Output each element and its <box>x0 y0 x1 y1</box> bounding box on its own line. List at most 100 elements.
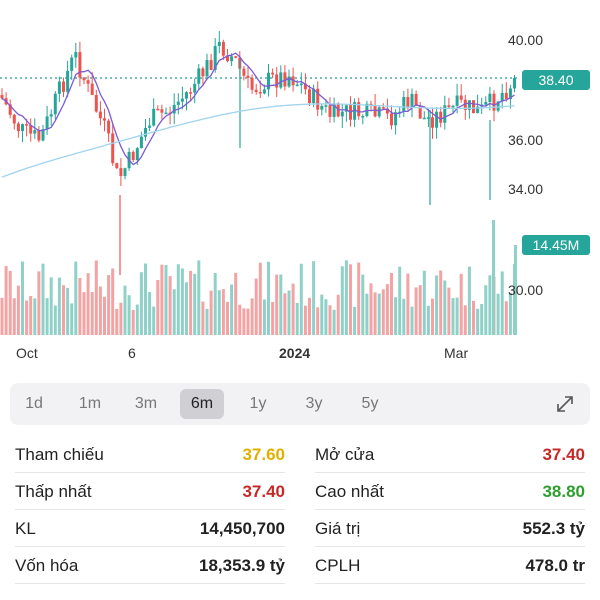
volume-bar <box>180 268 184 335</box>
candle-body <box>344 105 348 112</box>
stat-value: 37.40 <box>542 445 585 464</box>
tab-1y[interactable]: 1y <box>249 395 267 412</box>
candle-body <box>152 108 156 126</box>
y-tick-label: 36.00 <box>507 132 543 148</box>
volume-bar <box>439 270 443 335</box>
candle-body <box>90 83 94 96</box>
candle-body <box>385 108 389 114</box>
candle-body <box>197 68 201 84</box>
candle-body <box>226 55 229 62</box>
candle-body <box>139 136 143 149</box>
price-chart[interactable]: 40.00 36.00 34.00 30.00 38.40 14.45M Oct… <box>0 0 600 375</box>
candle-body <box>185 92 188 99</box>
volume-bar <box>37 271 41 335</box>
volume-bar <box>447 287 451 335</box>
volume-bar <box>57 277 61 335</box>
candle-body <box>308 89 311 104</box>
volume-bar <box>103 296 106 335</box>
tab-6m[interactable]: 6m <box>180 389 224 419</box>
volume-bar <box>365 293 369 335</box>
volume-bar <box>78 277 82 335</box>
volume-bar <box>4 266 8 335</box>
candle-body <box>119 168 123 176</box>
candle-body <box>258 92 262 94</box>
volume-bar <box>316 307 320 335</box>
volume-bar <box>45 298 49 335</box>
volume-bar <box>463 305 467 335</box>
volume-bar <box>41 263 45 335</box>
volume-bar <box>283 293 287 335</box>
volume-bar <box>480 304 484 335</box>
volume-bar <box>16 285 20 335</box>
volume-bar <box>467 266 471 335</box>
stats-row: Vốn hóa 18,353.9 tỷ CPLH 478.0 tr <box>0 547 600 584</box>
stat-value: 14,450,700 <box>199 519 285 538</box>
stat-value: 18,353.9 tỷ <box>198 556 285 575</box>
volume-bar <box>275 274 279 335</box>
candle-body <box>484 101 488 105</box>
candle-body <box>107 120 111 134</box>
volume-bar <box>394 297 398 335</box>
long-moving-average <box>1 103 515 178</box>
tab-5y[interactable]: 5y <box>361 395 379 412</box>
x-tick-label: Oct <box>16 345 38 361</box>
candle-body <box>353 102 357 120</box>
volume-bar <box>258 262 262 335</box>
y-tick-label: 40.00 <box>507 32 543 48</box>
candle-body <box>123 168 127 176</box>
y-tick-label: 30.00 <box>507 282 543 298</box>
candle-body <box>156 108 160 111</box>
volume-bar <box>492 220 495 335</box>
tab-3y[interactable]: 3y <box>305 395 323 412</box>
volume-bar <box>262 299 266 335</box>
volume-bar <box>33 298 37 335</box>
volume-bar <box>49 277 53 335</box>
volume-bar <box>455 297 459 335</box>
candle-body <box>25 124 29 126</box>
volume-bar <box>353 306 357 335</box>
tab-1m[interactable]: 1m <box>78 395 102 412</box>
y-tick-label: 34.00 <box>507 181 543 197</box>
candle-body <box>49 114 53 117</box>
candle-body <box>66 70 70 92</box>
volume-bar <box>271 302 275 335</box>
candle-body <box>279 72 283 88</box>
candle-body <box>98 111 102 119</box>
volume-bar <box>135 304 139 335</box>
x-tick-label: 6 <box>128 345 136 361</box>
candle-body <box>148 125 152 128</box>
expand-icon[interactable] <box>554 393 576 415</box>
candle-body <box>410 93 414 109</box>
volume-bar <box>508 292 512 335</box>
current-price-tag: 38.40 <box>522 70 590 90</box>
candlestick-chart-svg[interactable] <box>0 0 600 375</box>
candle-body <box>16 123 20 131</box>
candle-body <box>193 83 197 93</box>
volume-bar <box>459 273 463 335</box>
volume-bar <box>230 284 234 335</box>
volume-bar <box>82 292 86 335</box>
candle-body <box>455 95 459 106</box>
volume-bar <box>98 286 102 335</box>
stat-label: Cao nhất <box>315 482 384 501</box>
volume-bar <box>435 275 439 335</box>
candle-body <box>316 88 320 110</box>
candle-body <box>8 104 12 115</box>
tab-3m[interactable]: 3m <box>134 395 158 412</box>
volume-bar <box>107 275 111 335</box>
volume-bar <box>217 290 221 335</box>
candle-body <box>324 105 328 107</box>
stats-row: KL 14,450,700 Giá trị 552.3 tỷ <box>0 510 600 547</box>
volume-bar <box>90 292 94 335</box>
candle-body <box>111 133 115 164</box>
candle-body <box>447 105 451 108</box>
volume-bar <box>410 306 414 335</box>
candle-body <box>431 117 434 128</box>
volume-bar <box>443 280 447 335</box>
volume-bar <box>484 285 488 335</box>
tab-1d[interactable]: 1d <box>25 395 43 412</box>
volume-bar <box>131 309 135 335</box>
volume-bar <box>514 245 517 335</box>
candle-body <box>45 116 49 130</box>
volume-bar <box>66 288 70 335</box>
